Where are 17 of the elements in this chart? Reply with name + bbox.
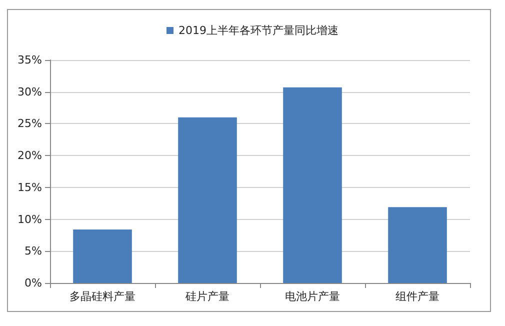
bar xyxy=(388,207,447,283)
x-tick-label: 组件产量 xyxy=(396,290,440,303)
y-tick-label: 25% xyxy=(18,117,42,130)
y-tick-label: 0% xyxy=(24,276,42,290)
y-tick-label: 20% xyxy=(18,149,42,162)
x-tick-label: 多晶硅料产量 xyxy=(70,290,136,303)
y-tick-label: 15% xyxy=(18,180,42,194)
bar xyxy=(178,117,237,283)
x-tick-label: 电池片产量 xyxy=(285,290,340,303)
bar xyxy=(73,229,132,283)
y-tick-label: 30% xyxy=(18,85,42,98)
legend-label: 2019上半年各环节产量同比增速 xyxy=(178,24,339,37)
y-tick-label: 10% xyxy=(18,212,42,226)
x-tick-label: 硅片产量 xyxy=(184,290,230,303)
bar xyxy=(283,87,342,283)
y-tick-label: 5% xyxy=(24,244,42,258)
y-tick-label: 35% xyxy=(18,54,42,66)
